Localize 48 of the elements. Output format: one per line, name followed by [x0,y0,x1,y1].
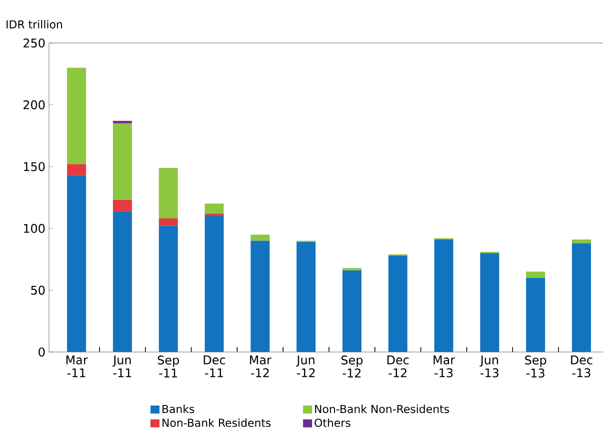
x-tick-label: Sep -11 [158,356,179,378]
bar [112,120,132,124]
bar [434,240,454,352]
bar [204,214,224,216]
bar [342,270,362,352]
bar [296,242,316,352]
legend-label: Banks [162,404,194,414]
x-tick-label: Mar -13 [434,356,456,378]
x-tick-label: Sep -13 [525,356,546,378]
y-tick-label: 150 [24,162,45,172]
legend-label: Others [314,418,350,427]
bar [158,226,178,352]
legend-label: Non-Bank Residents [162,418,271,427]
y-tick-label: 250 [24,38,45,48]
x-tick-label: Sep -12 [341,356,363,378]
bar [250,240,270,352]
bar [572,243,591,352]
x-tick-label: Dec -12 [387,356,409,378]
bar [526,272,546,278]
x-tick-label: Jun -11 [112,356,132,378]
bar [67,175,86,352]
x-tick-label: Mar -11 [66,356,88,378]
bar [342,268,362,270]
bar [480,253,500,352]
bar [250,234,270,241]
y-tick-label: 50 [31,286,45,295]
bar [158,168,178,219]
x-tick-label: Jun -13 [480,356,498,378]
x-tick-label: Jun -12 [296,356,315,378]
bar [112,211,132,352]
bar [572,240,591,244]
bar [204,216,224,352]
y-tick-label: 0 [38,347,45,357]
y-tick-label: 100 [24,224,45,233]
bar [204,204,224,214]
x-tick-label: Mar -12 [250,356,272,378]
x-tick-label: Dec -11 [204,356,226,378]
legend-label: Non-Bank Non-Residents [315,404,450,414]
bar [158,218,178,226]
bar [67,68,86,164]
bar [112,123,132,200]
y-axis-title: IDR trillion [6,20,62,28]
bar [67,164,86,176]
bar [112,200,132,212]
x-tick-label: Dec -13 [571,356,592,378]
bar [388,256,408,352]
y-tick-label: 200 [24,100,45,110]
bar [526,278,546,352]
